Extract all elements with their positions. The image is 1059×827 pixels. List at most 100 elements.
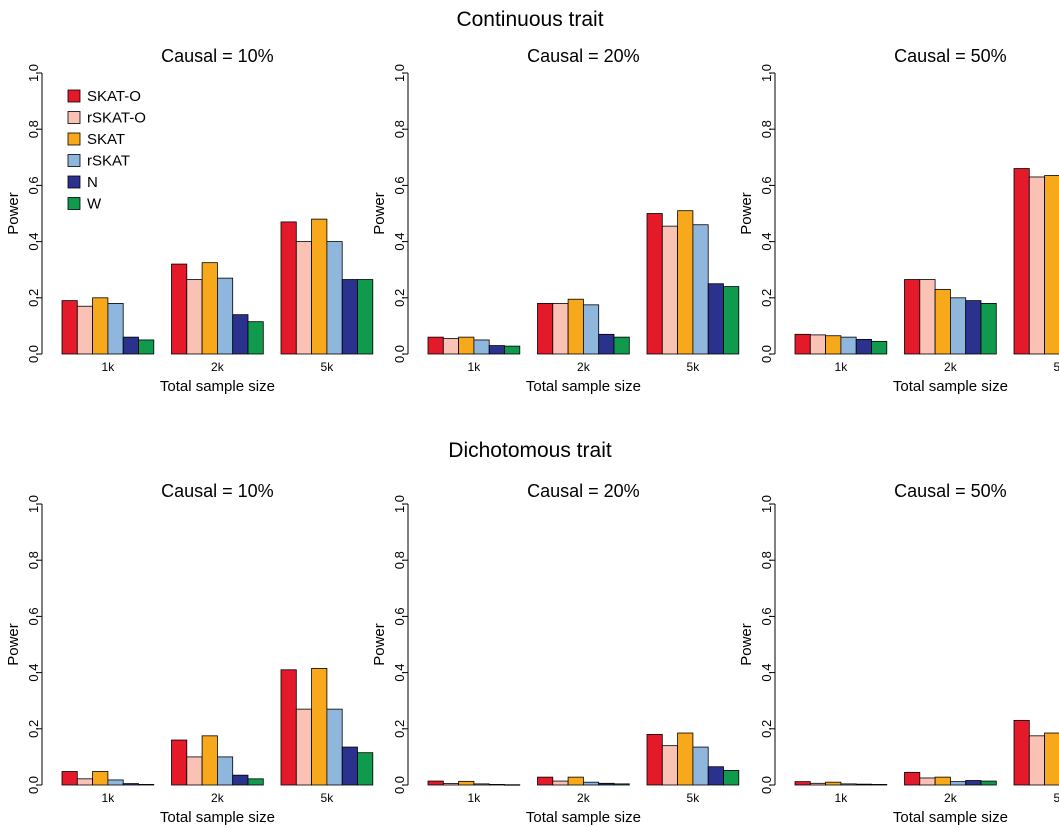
bar-n xyxy=(855,338,872,355)
y-tick-label: 0.4 xyxy=(26,664,41,682)
x-tick-label: 2k xyxy=(211,360,225,374)
chart-panel: Causal = 50% 0.0 0.2 0.4 0.6 0.8 1.0 Power 1k 2k 5… xyxy=(738,481,1059,826)
bar-skat xyxy=(567,298,584,355)
bar-w xyxy=(871,784,888,786)
y-tick-label: 0.8 xyxy=(26,551,41,569)
bar-skat-o xyxy=(794,333,811,355)
bar-n xyxy=(122,336,139,355)
bar-skat-o xyxy=(171,739,188,786)
x-tick-label: 5k xyxy=(321,360,335,374)
legend-swatch xyxy=(67,197,81,210)
bar-w xyxy=(613,336,630,355)
bar-skat xyxy=(934,288,951,355)
bar-n xyxy=(965,780,982,786)
y-tick-label: 1.0 xyxy=(392,64,407,82)
bar-rskat xyxy=(473,339,490,355)
x-tick-label: 2k xyxy=(211,791,225,805)
bar-rskat xyxy=(950,781,967,786)
y-tick-label: 1.0 xyxy=(759,495,774,513)
bar-rskat xyxy=(216,277,234,355)
bar-skat xyxy=(1044,175,1059,355)
legend-label: SKAT-O xyxy=(87,88,141,105)
bar-rskat-o xyxy=(76,305,94,355)
y-tick-label: 0.2 xyxy=(392,720,407,738)
y-axis-label: Power xyxy=(5,192,22,235)
bar-w xyxy=(138,339,155,355)
bar-rskat-o xyxy=(1028,176,1046,355)
bar-w xyxy=(357,279,374,355)
bar-n xyxy=(232,314,249,355)
y-tick-label: 0.4 xyxy=(759,233,774,251)
chart-panel: Causal = 10% 0.0 0.2 0.4 0.6 0.8 1.0 Power 1k 2k 5… xyxy=(5,46,374,395)
y-tick-label: 0.6 xyxy=(392,607,407,625)
y-tick-label: 0.2 xyxy=(26,289,41,307)
chart-panel: Causal = 20% 0.0 0.2 0.4 0.6 0.8 1.0 Power 1k 2k 5… xyxy=(371,46,740,395)
bar-rskat xyxy=(107,303,124,355)
bar-rskat-o xyxy=(552,780,569,786)
y-tick-label: 0.6 xyxy=(759,176,774,194)
bar-skat-o xyxy=(1013,168,1030,355)
y-tick-label: 1.0 xyxy=(759,64,774,82)
x-axis-label: Total sample size xyxy=(526,809,641,826)
y-axis-label: Power xyxy=(371,623,388,666)
chart-panel: Causal = 50% 0.0 0.2 0.4 0.6 0.8 1.0 Power 1k 2k 5… xyxy=(738,46,1059,395)
y-tick-label: 0.2 xyxy=(26,720,41,738)
y-tick-label: 0.6 xyxy=(26,607,41,625)
x-axis-label: Total sample size xyxy=(893,378,1008,395)
chart-panels: Causal = 10% 0.0 0.2 0.4 0.6 0.8 1.0 Power 1k 2k 5… xyxy=(5,46,1059,826)
bar-n xyxy=(122,783,139,786)
bar-skat xyxy=(92,771,109,786)
bar-rskat-o xyxy=(186,756,203,786)
bar-skat xyxy=(677,732,694,786)
y-tick-label: 0.2 xyxy=(759,720,774,738)
x-axis-label: Total sample size xyxy=(160,809,275,826)
y-tick-label: 0.6 xyxy=(759,607,774,625)
bar-rskat-o xyxy=(661,225,678,355)
bar-skat-o xyxy=(61,300,78,355)
bar-skat-o xyxy=(537,303,554,355)
x-tick-label: 5k xyxy=(1054,360,1059,374)
bar-n xyxy=(707,766,724,786)
bar-rskat xyxy=(692,746,709,786)
bar-w xyxy=(504,784,521,786)
legend-label: W xyxy=(87,196,102,213)
bar-n xyxy=(855,783,872,786)
legend: SKAT-O rSKAT-O SKAT rSKAT NW xyxy=(67,88,146,213)
x-tick-label: 2k xyxy=(577,791,591,805)
y-axis-label: Power xyxy=(738,192,755,235)
legend-label: SKAT xyxy=(87,131,125,148)
bar-rskat xyxy=(583,304,600,355)
bar-w xyxy=(247,778,264,786)
y-tick-label: 0.0 xyxy=(392,345,407,363)
bar-n xyxy=(488,345,505,355)
x-tick-label: 1k xyxy=(468,360,482,374)
bar-w xyxy=(138,784,155,786)
bar-skat xyxy=(934,776,951,786)
y-tick-label: 0.8 xyxy=(26,120,41,138)
x-tick-label: 5k xyxy=(1054,791,1059,805)
x-tick-label: 1k xyxy=(102,791,116,805)
y-tick-label: 0.0 xyxy=(392,776,407,794)
bar-rskat-o xyxy=(186,279,203,355)
bar-skat-o xyxy=(280,221,297,355)
bar-rskat xyxy=(107,779,124,786)
bar-skat-o xyxy=(794,781,811,786)
y-tick-label: 0.0 xyxy=(26,345,41,363)
panel-title: Causal = 10% xyxy=(161,481,274,501)
legend-swatch xyxy=(67,175,81,189)
legend-label: N xyxy=(87,174,98,191)
bar-rskat-o xyxy=(552,303,569,355)
y-tick-label: 0.4 xyxy=(392,233,407,251)
bar-w xyxy=(504,345,521,355)
bar-skat-o xyxy=(646,213,663,355)
bar-n xyxy=(232,774,249,786)
bar-rskat-o xyxy=(295,241,312,355)
bar-skat xyxy=(458,780,475,786)
x-tick-label: 1k xyxy=(468,791,482,805)
bar-w xyxy=(357,752,374,786)
section-title-continuous: Continuous trait xyxy=(456,8,603,31)
legend-label: rSKAT-O xyxy=(87,110,146,127)
bar-rskat-o xyxy=(919,777,936,786)
x-tick-label: 5k xyxy=(687,791,701,805)
bar-skat xyxy=(92,297,109,355)
